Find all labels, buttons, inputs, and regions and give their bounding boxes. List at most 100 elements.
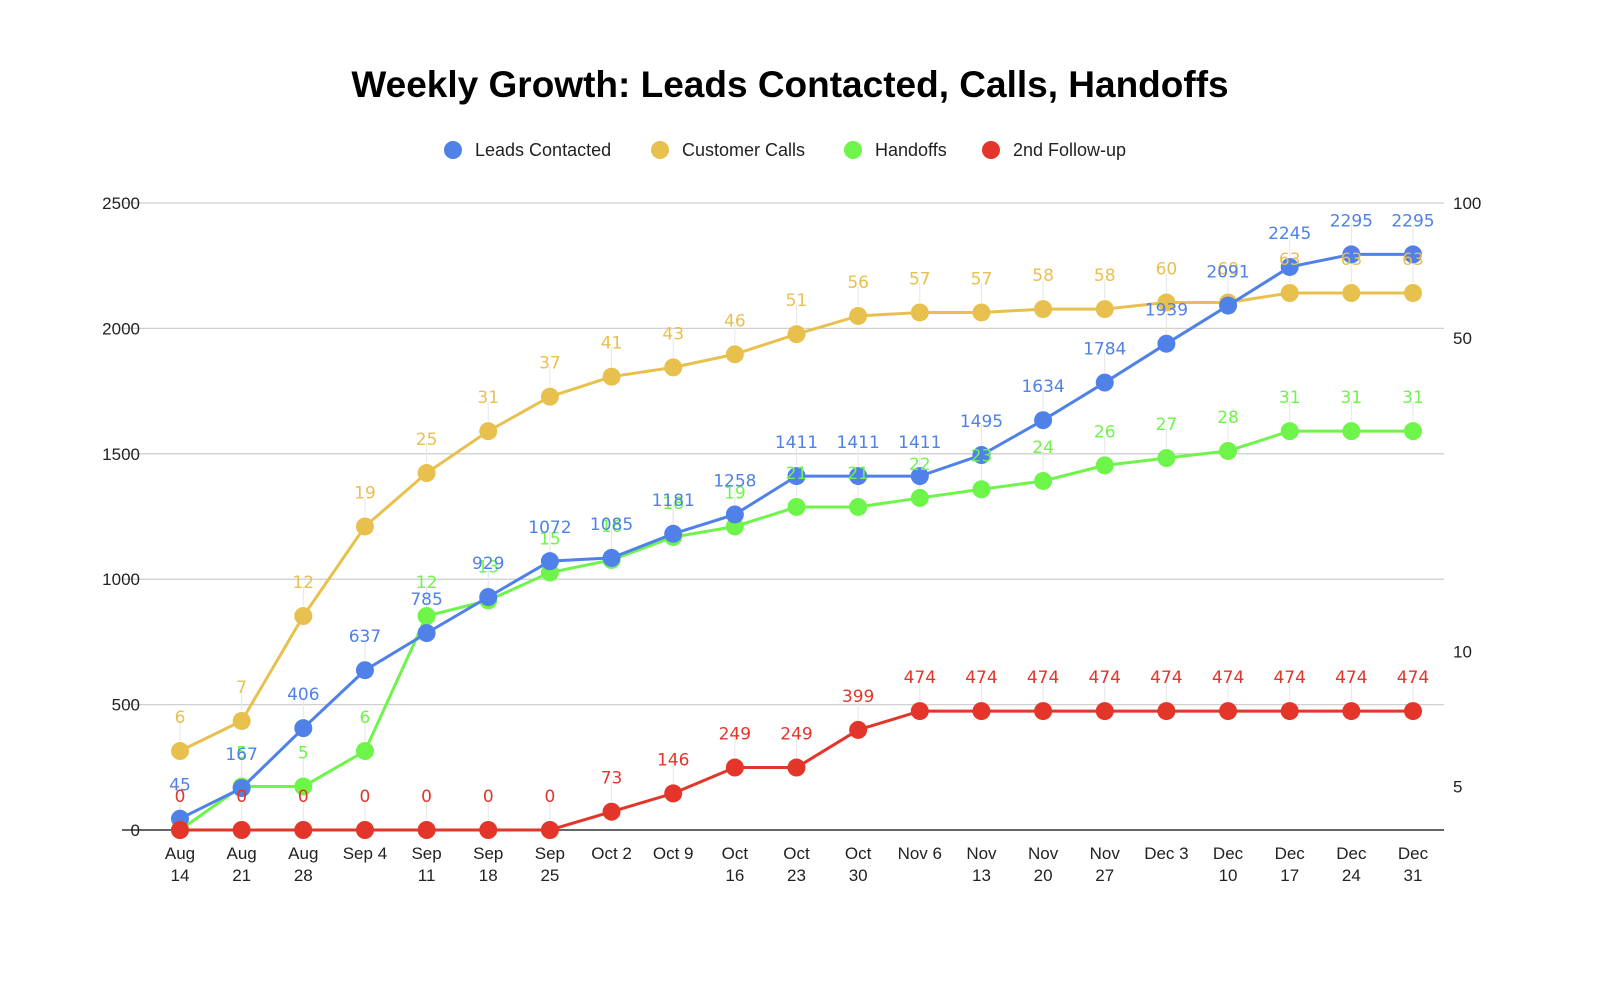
series-group xyxy=(171,245,1422,839)
x-tick-label: Sep 4 xyxy=(343,844,387,863)
data-label-handoffs: 5 xyxy=(236,744,247,764)
x-axis: Aug 14 Aug 21 Aug 28 Sep 4 Sep 11 Sep 18 Sep 25 Oct 2… xyxy=(165,844,1429,885)
right-tick-label: 10 xyxy=(1453,643,1472,662)
data-label-customer-calls: 25 xyxy=(416,430,438,450)
data-label-customer-calls: 7 xyxy=(236,678,247,698)
x-tick-label: Oct 9 xyxy=(653,844,694,863)
x-tick-label: Dec 3 xyxy=(1144,844,1188,863)
data-point-handoffs xyxy=(972,480,991,499)
data-point-2nd-follow-up xyxy=(1034,702,1053,721)
legend: Leads Contacted Customer Calls Handoffs 2nd… xyxy=(444,140,1126,160)
x-tick-line: 18 xyxy=(479,866,498,885)
data-label-2nd-follow-up: 0 xyxy=(483,787,494,807)
x-tick-line: Dec xyxy=(1213,844,1244,863)
x-tick-line: Nov xyxy=(1028,844,1059,863)
left-tick-label: 2500 xyxy=(102,194,140,213)
x-tick-line: 25 xyxy=(540,866,559,885)
data-label-leads-contacted: 637 xyxy=(349,627,381,647)
x-tick-label: Nov 27 xyxy=(1090,844,1121,885)
data-label-handoffs: 31 xyxy=(1402,388,1424,408)
data-label-2nd-follow-up: 474 xyxy=(1212,668,1244,688)
data-point-handoffs xyxy=(1034,471,1053,490)
x-tick-line: Sep xyxy=(411,844,441,863)
data-point-2nd-follow-up xyxy=(1342,702,1361,721)
x-tick-line: Sep 4 xyxy=(343,844,387,863)
data-label-leads-contacted: 2091 xyxy=(1206,263,1249,283)
data-point-2nd-follow-up xyxy=(602,802,621,821)
data-point-leads-contacted xyxy=(232,779,251,798)
x-tick-line: Dec xyxy=(1398,844,1429,863)
x-tick-line: Aug xyxy=(227,844,257,863)
data-point-2nd-follow-up xyxy=(540,821,559,839)
x-tick-label: Aug 21 xyxy=(227,844,257,885)
data-point-leads-contacted xyxy=(294,719,313,738)
data-point-2nd-follow-up xyxy=(1095,702,1114,721)
x-tick-line: 31 xyxy=(1404,866,1423,885)
data-label-2nd-follow-up: 399 xyxy=(842,687,874,707)
data-point-leads-contacted xyxy=(1157,334,1176,353)
data-point-leads-contacted xyxy=(1280,257,1299,276)
data-point-customer-calls xyxy=(602,367,621,386)
left-tick-label: 0 xyxy=(131,821,140,840)
data-label-leads-contacted: 929 xyxy=(472,554,504,574)
data-label-customer-calls: 43 xyxy=(662,324,684,344)
data-point-handoffs xyxy=(1219,441,1238,460)
data-label-handoffs: 12 xyxy=(416,573,438,593)
data-label-handoffs: 16 xyxy=(601,517,623,537)
data-label-2nd-follow-up: 474 xyxy=(1150,668,1182,688)
data-label-leads-contacted: 1411 xyxy=(898,433,941,453)
x-tick-line: 13 xyxy=(972,866,991,885)
data-label-customer-calls: 19 xyxy=(354,483,376,503)
data-point-customer-calls xyxy=(1095,300,1114,319)
data-point-handoffs xyxy=(1095,456,1114,475)
x-tick-label: Dec 17 xyxy=(1275,844,1306,885)
data-label-customer-calls: 63 xyxy=(1402,250,1424,270)
data-point-2nd-follow-up xyxy=(1404,702,1422,721)
chart-title: Weekly Growth: Leads Contacted, Calls, H… xyxy=(351,64,1228,105)
data-point-2nd-follow-up xyxy=(972,702,991,721)
data-label-customer-calls: 12 xyxy=(292,573,314,593)
data-point-customer-calls xyxy=(664,358,683,377)
data-point-handoffs xyxy=(355,742,374,761)
data-point-leads-contacted xyxy=(355,661,374,680)
left-tick-label: 1500 xyxy=(102,445,140,464)
data-point-leads-contacted xyxy=(1095,373,1114,392)
x-tick-line: Oct 9 xyxy=(653,844,694,863)
data-point-customer-calls xyxy=(355,517,374,536)
x-tick-line: Oct 2 xyxy=(591,844,632,863)
data-point-leads-contacted xyxy=(910,467,929,486)
data-label-handoffs: 31 xyxy=(1341,388,1363,408)
x-tick-label: Aug 28 xyxy=(288,844,318,885)
data-point-handoffs xyxy=(1157,449,1176,468)
data-point-customer-calls xyxy=(972,303,991,322)
data-label-handoffs: 15 xyxy=(539,530,561,550)
data-point-customer-calls xyxy=(1404,283,1422,302)
data-label-customer-calls: 37 xyxy=(539,354,561,374)
data-label-2nd-follow-up: 0 xyxy=(421,787,432,807)
data-label-2nd-follow-up: 474 xyxy=(1397,668,1429,688)
data-point-2nd-follow-up xyxy=(355,821,374,839)
data-point-2nd-follow-up xyxy=(849,720,868,739)
data-label-2nd-follow-up: 73 xyxy=(601,769,623,789)
legend-marker-customer-calls xyxy=(651,141,669,159)
data-point-handoffs xyxy=(1404,422,1422,441)
data-point-handoffs xyxy=(417,607,436,626)
data-point-customer-calls xyxy=(540,387,559,406)
data-point-leads-contacted xyxy=(602,548,621,567)
legend-label: Customer Calls xyxy=(682,140,805,160)
data-label-2nd-follow-up: 0 xyxy=(236,787,247,807)
data-label-2nd-follow-up: 0 xyxy=(298,787,309,807)
data-point-2nd-follow-up xyxy=(1219,702,1238,721)
data-point-leads-contacted xyxy=(972,446,991,465)
x-tick-label: Sep 25 xyxy=(535,844,565,885)
data-label-2nd-follow-up: 474 xyxy=(1273,668,1305,688)
data-label-handoffs: 21 xyxy=(847,464,869,484)
data-point-customer-calls xyxy=(417,464,436,483)
data-point-2nd-follow-up xyxy=(910,702,929,721)
data-label-2nd-follow-up: 474 xyxy=(1027,668,1059,688)
data-point-2nd-follow-up xyxy=(1280,702,1299,721)
data-label-handoffs: 22 xyxy=(909,455,931,475)
data-point-2nd-follow-up xyxy=(664,784,683,803)
data-point-customer-calls xyxy=(1157,293,1176,312)
